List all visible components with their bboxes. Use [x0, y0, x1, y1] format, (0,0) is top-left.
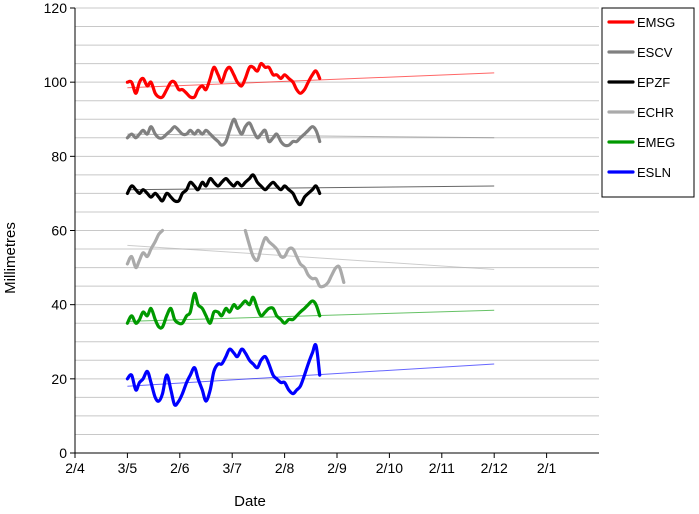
legend-items: EMSG ESCV EPZF ECHR EMEG ESLN	[607, 15, 675, 180]
y-tick-label: 60	[51, 223, 67, 239]
x-tick-label: 3/5	[118, 460, 138, 476]
series-line-echr	[125, 228, 165, 270]
x-tick-label: 2/12	[481, 460, 508, 476]
y-tick-label: 20	[51, 371, 67, 387]
x-tick-label: 3/7	[222, 460, 242, 476]
legend-label-epzf: EPZF	[637, 75, 670, 90]
legend-box	[601, 7, 695, 198]
trendline-esln	[127, 363, 495, 387]
x-tick-label: 2/10	[376, 460, 403, 476]
legend-label-emeg: EMEG	[637, 135, 675, 150]
y-tick-label: 40	[51, 297, 67, 313]
y-tick-label: 100	[44, 74, 68, 90]
y-axis-ticks: 0 20 40 60 80 100 120	[44, 0, 75, 461]
series-line-epzf	[125, 173, 322, 207]
series-lines	[125, 61, 346, 407]
series-line-esln	[125, 343, 322, 407]
legend-label-escv: ESCV	[637, 45, 673, 60]
x-tick-label: 2/6	[170, 460, 190, 476]
legend-label-emsg: EMSG	[637, 15, 675, 30]
series-line-escv	[125, 117, 322, 148]
x-axis-ticks: 2/4 3/5 2/6 3/7 2/8 2/9 2/10 2/11 2/12 2/1	[65, 453, 557, 476]
x-tick-label: 2/4	[65, 460, 85, 476]
trendline-echr	[127, 244, 495, 270]
legend: EMSG ESCV EPZF ECHR EMEG ESLN	[601, 7, 695, 198]
legend-label-echr: ECHR	[637, 105, 674, 120]
series-line-emsg	[125, 61, 322, 100]
legend-label-esln: ESLN	[637, 165, 671, 180]
x-tick-label: 2/9	[327, 460, 347, 476]
series-line-emeg	[125, 291, 322, 330]
y-tick-label: 0	[59, 445, 67, 461]
x-tick-label: 2/8	[275, 460, 295, 476]
y-tick-label: 120	[44, 0, 68, 16]
x-axis-title: Date	[234, 493, 266, 510]
series-line-echr	[243, 228, 346, 289]
y-axis-title: Millimetres	[2, 222, 19, 294]
trendline-emeg	[127, 309, 495, 322]
x-tick-label: 2/11	[429, 460, 455, 476]
axes: 2/4 3/5 2/6 3/7 2/8 2/9 2/10 2/11 2/12 2/1 0 20 40 6…	[44, 0, 599, 476]
x-tick-label: 2/1	[537, 460, 557, 476]
trendline-escv	[127, 133, 495, 139]
y-tick-label: 80	[51, 148, 67, 164]
